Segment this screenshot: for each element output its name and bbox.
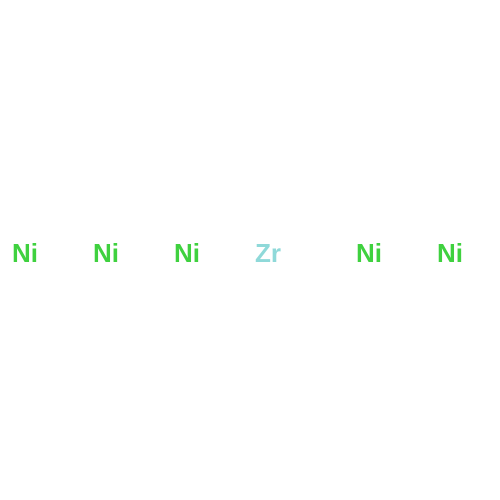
element-ni-2: Ni (93, 240, 119, 266)
element-ni-1: Ni (12, 240, 38, 266)
element-zr: Zr (255, 240, 281, 266)
element-ni-3: Ni (174, 240, 200, 266)
element-ni-4: Ni (356, 240, 382, 266)
element-ni-5: Ni (437, 240, 463, 266)
